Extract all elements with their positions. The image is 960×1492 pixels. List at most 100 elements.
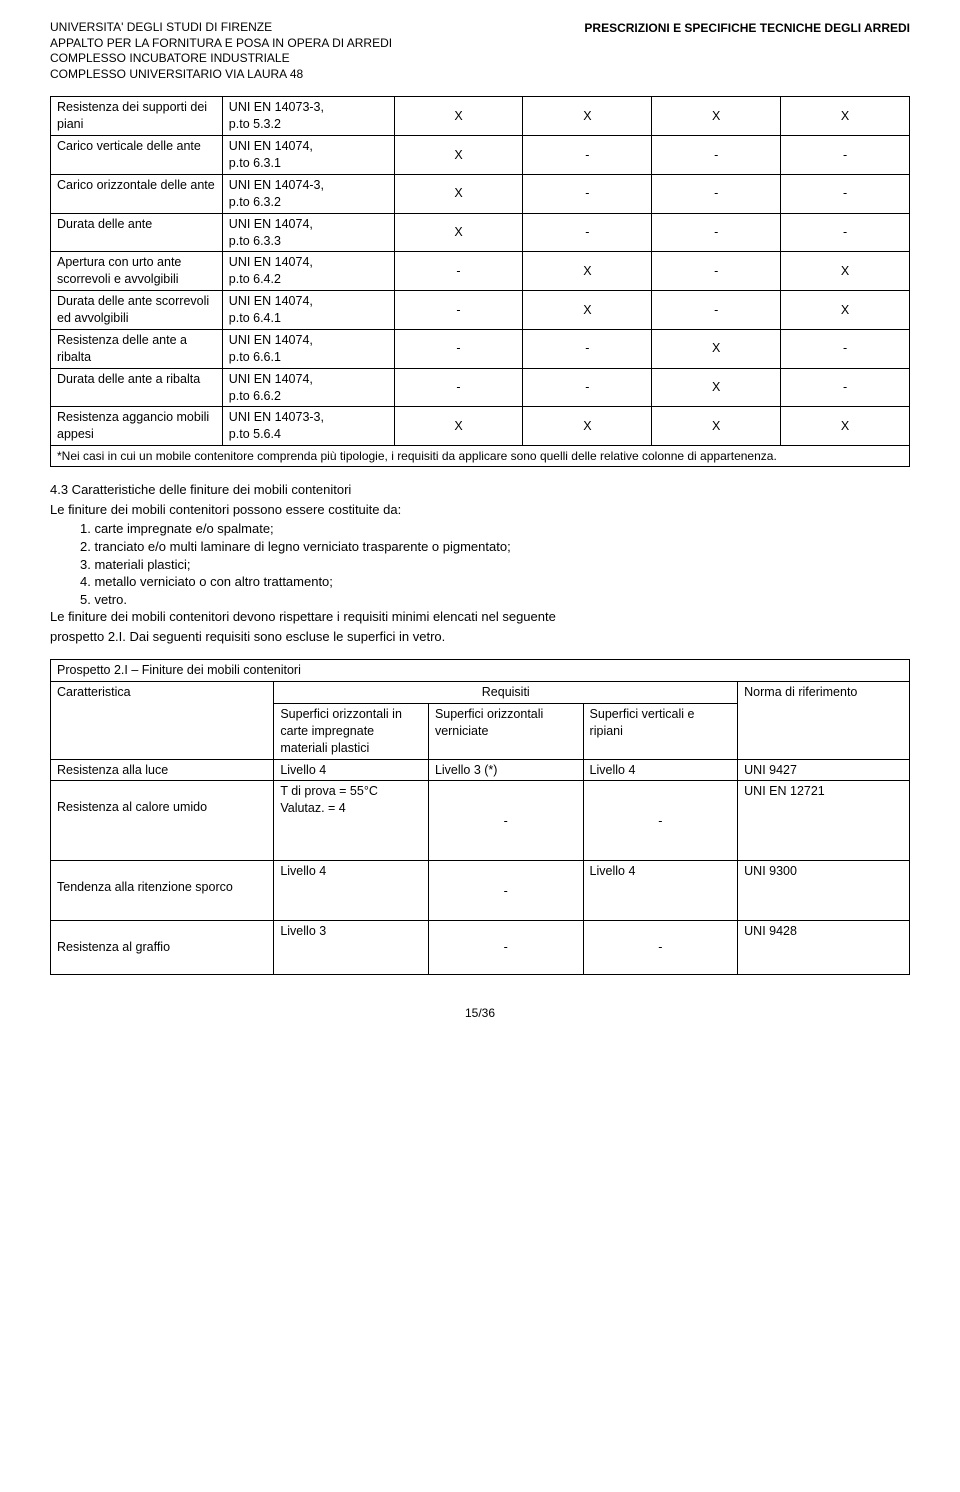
cell: - <box>428 861 583 921</box>
cell: UNI EN 14074-3,p.to 6.3.2 <box>222 174 394 213</box>
table-row: Resistenza al graffioLivello 3--UNI 9428 <box>51 921 910 975</box>
section-outro: prospetto 2.I. Dai seguenti requisiti so… <box>50 628 910 646</box>
section-title: 4.3 Caratteristiche delle finiture dei m… <box>50 481 910 499</box>
cell: X <box>394 213 523 252</box>
cell: UNI 9300 <box>738 861 910 921</box>
cell: Resistenza al graffio <box>51 921 274 975</box>
cell: X <box>523 291 652 330</box>
cell: UNI EN 14074,p.to 6.4.2 <box>222 252 394 291</box>
cell: Durata delle ante scorrevoli ed avvolgib… <box>51 291 223 330</box>
cell: Carico orizzontale delle ante <box>51 174 223 213</box>
cell: - <box>781 213 910 252</box>
cell: X <box>523 97 652 136</box>
cell: UNI 9427 <box>738 759 910 781</box>
header-line: COMPLESSO INCUBATORE INDUSTRIALE <box>50 51 392 67</box>
cell: - <box>523 136 652 175</box>
table-footnote: *Nei casi in cui un mobile contenitore c… <box>51 446 910 467</box>
list-item: 5. vetro. <box>80 591 910 609</box>
cell: - <box>781 136 910 175</box>
page-header: UNIVERSITA' DEGLI STUDI DI FIRENZE APPAL… <box>50 20 910 82</box>
cell: - <box>652 213 781 252</box>
cell: - <box>781 329 910 368</box>
table-row: Resistenza dei supporti dei pianiUNI EN … <box>51 97 910 136</box>
col-header: Requisiti <box>274 682 738 704</box>
cell: UNI EN 14074,p.to 6.4.1 <box>222 291 394 330</box>
section-4-3: 4.3 Caratteristiche delle finiture dei m… <box>50 481 910 645</box>
cell: - <box>652 291 781 330</box>
cell: Livello 3 <box>274 921 429 975</box>
cell: - <box>428 781 583 861</box>
cell: - <box>583 781 738 861</box>
table-row: Tendenza alla ritenzione sporcoLivello 4… <box>51 861 910 921</box>
cell: UNI EN 14074,p.to 6.3.1 <box>222 136 394 175</box>
cell: Apertura con urto ante scorrevoli e avvo… <box>51 252 223 291</box>
cell: UNI 9428 <box>738 921 910 975</box>
cell: Livello 3 (*) <box>428 759 583 781</box>
cell: - <box>394 368 523 407</box>
header-right: PRESCRIZIONI E SPECIFICHE TECNICHE DEGLI… <box>584 20 910 82</box>
cell: Resistenza aggancio mobili appesi <box>51 407 223 446</box>
table-row: Resistenza alla luceLivello 4Livello 3 (… <box>51 759 910 781</box>
cell: Livello 4 <box>583 759 738 781</box>
col-subheader: Superfici verticali e ripiani <box>583 703 738 759</box>
cell: X <box>652 368 781 407</box>
cell: X <box>394 136 523 175</box>
cell: - <box>394 291 523 330</box>
table-row: Carico orizzontale delle anteUNI EN 1407… <box>51 174 910 213</box>
cell: X <box>523 407 652 446</box>
section-intro: Le finiture dei mobili contenitori posso… <box>50 501 910 519</box>
cell: UNI EN 14074,p.to 6.6.1 <box>222 329 394 368</box>
table-row: Carico verticale delle anteUNI EN 14074,… <box>51 136 910 175</box>
cell: X <box>652 97 781 136</box>
cell: - <box>428 921 583 975</box>
cell: UNI EN 14074,p.to 6.6.2 <box>222 368 394 407</box>
finishes-table: Prospetto 2.I – Finiture dei mobili cont… <box>50 659 910 975</box>
table-row: Resistenza al calore umidoT di prova = 5… <box>51 781 910 861</box>
list-item: 1. carte impregnate e/o spalmate; <box>80 520 910 538</box>
cell: Durata delle ante a ribalta <box>51 368 223 407</box>
cell: - <box>523 368 652 407</box>
cell: X <box>523 252 652 291</box>
cell: Resistenza al calore umido <box>51 781 274 861</box>
cell: Livello 4 <box>274 759 429 781</box>
cell: Livello 4 <box>583 861 738 921</box>
col-subheader: Superfici orizzontali in carte impregnat… <box>274 703 429 759</box>
table-row: Durata delle anteUNI EN 14074,p.to 6.3.3… <box>51 213 910 252</box>
cell: - <box>652 136 781 175</box>
table-row: Apertura con urto ante scorrevoli e avvo… <box>51 252 910 291</box>
cell: - <box>652 174 781 213</box>
col-subheader: Superfici orizzontali verniciate <box>428 703 583 759</box>
cell: Resistenza alla luce <box>51 759 274 781</box>
list-item: 4. metallo verniciato o con altro tratta… <box>80 573 910 591</box>
cell: X <box>652 407 781 446</box>
cell: X <box>781 252 910 291</box>
list-item: 2. tranciato e/o multi laminare di legno… <box>80 538 910 556</box>
cell: Tendenza alla ritenzione sporco <box>51 861 274 921</box>
header-line: APPALTO PER LA FORNITURA E POSA IN OPERA… <box>50 36 392 52</box>
cell: UNI EN 14073-3,p.to 5.3.2 <box>222 97 394 136</box>
cell: X <box>394 97 523 136</box>
section-outro: Le finiture dei mobili contenitori devon… <box>50 608 910 626</box>
cell: X <box>781 97 910 136</box>
table-caption: Prospetto 2.I – Finiture dei mobili cont… <box>51 660 910 682</box>
page-number: 15/36 <box>50 1005 910 1021</box>
cell: Resistenza dei supporti dei piani <box>51 97 223 136</box>
cell: - <box>652 252 781 291</box>
header-line: UNIVERSITA' DEGLI STUDI DI FIRENZE <box>50 20 392 36</box>
finish-list: 1. carte impregnate e/o spalmate;2. tran… <box>50 520 910 608</box>
cell: UNI EN 14073-3,p.to 5.6.4 <box>222 407 394 446</box>
cell: T di prova = 55°CValutaz. = 4 <box>274 781 429 861</box>
cell: - <box>583 921 738 975</box>
cell: - <box>523 213 652 252</box>
col-header: Norma di riferimento <box>738 682 910 760</box>
table-row: Resistenza delle ante a ribaltaUNI EN 14… <box>51 329 910 368</box>
table-row: Durata delle ante a ribaltaUNI EN 14074,… <box>51 368 910 407</box>
header-left: UNIVERSITA' DEGLI STUDI DI FIRENZE APPAL… <box>50 20 392 82</box>
cell: X <box>394 407 523 446</box>
cell: - <box>523 329 652 368</box>
cell: - <box>781 174 910 213</box>
cell: Livello 4 <box>274 861 429 921</box>
requirements-table: Resistenza dei supporti dei pianiUNI EN … <box>50 96 910 467</box>
cell: UNI EN 12721 <box>738 781 910 861</box>
cell: Carico verticale delle ante <box>51 136 223 175</box>
